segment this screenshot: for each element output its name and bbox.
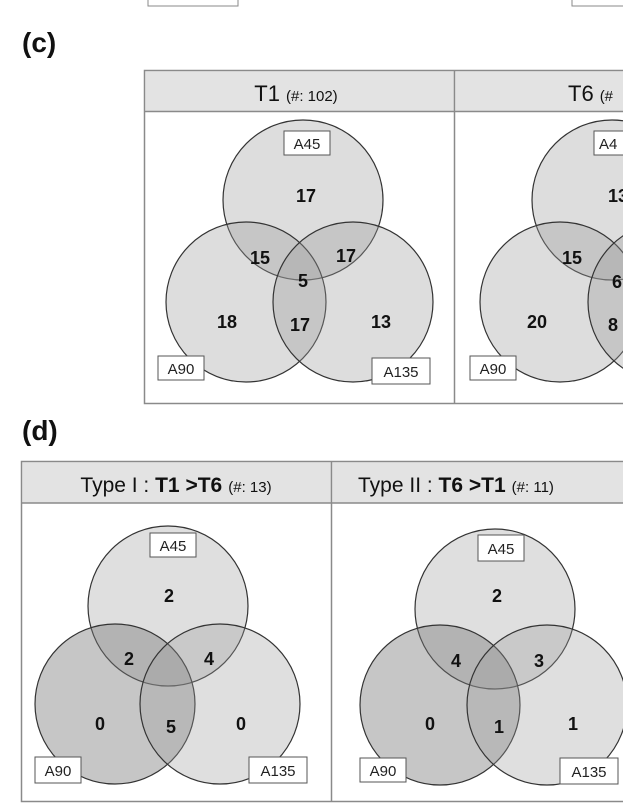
venn-circle-a90 [34,623,196,785]
region-all-three: 6 [612,272,622,292]
region-a135-only: 1 [568,714,578,734]
set-label-box-a90 [469,355,517,381]
venn-circle-a45 [531,119,623,281]
region-a45-a135: 17 [336,246,356,266]
cropped-label-box [147,0,239,7]
set-label-box-a90 [359,757,407,783]
venn-circle-a90 [479,221,623,383]
venn-circle-a135 [587,235,623,369]
set-label-a90: A90 [168,361,195,378]
section-label-c: (c) [22,27,56,58]
venn-circle-a90 [165,221,327,383]
venn-circle-a90 [359,624,521,786]
venn-circle-a135 [139,623,301,785]
venn-circle-a135 [466,624,623,786]
region-a45-a90: 2 [124,649,134,669]
set-label-box-a45 [593,130,623,156]
region-a90-a135: 17 [290,315,310,335]
region-a45-only: 2 [492,586,502,606]
section-d-frame [20,460,623,803]
region-a45-only: 2 [164,586,174,606]
panel-title-t1: T1 (#: 102) [254,81,337,106]
set-label-box-a45 [149,532,197,558]
set-label-box-a90 [157,355,205,381]
set-label-a90: A90 [45,763,72,780]
set-label-a45: A45 [160,538,187,555]
region-a90-only: 20 [527,312,547,332]
venn-panel-type-i: Type I : T1 >T6 (#: 13) A45 A90 A135 2 2 … [34,474,308,785]
panel-title-t6: T6 (# [568,81,614,106]
region-a45-a135: 3 [534,651,544,671]
section-label-d: (d) [22,415,58,446]
region-a90-a135: 8 [608,315,618,335]
set-label-box-a135 [248,756,308,784]
venn-circle-a45 [222,119,384,281]
set-label-box-a45 [283,130,331,156]
region-a45-a90: 4 [451,651,461,671]
set-label-a135: A135 [260,763,295,780]
region-a135-only: 13 [371,312,391,332]
section-c-frame [143,69,623,405]
region-a90-a135: 1 [494,717,504,737]
set-label-a135: A135 [571,764,606,781]
region-all-three: 5 [298,271,308,291]
region-a135-only: 0 [236,714,246,734]
venn-panel-type-ii: Type II : T6 >T1 (#: 11) A45 A90 A135 2 4… [358,474,623,786]
set-label-box-a90 [34,756,82,784]
region-a45-a135: 4 [204,649,214,669]
venn-circle-a135 [272,221,434,383]
set-label-box-a135 [371,357,431,385]
panel-title-type-ii: Type II : T6 >T1 (#: 11) [358,474,554,497]
set-label-box-a135 [559,757,619,785]
region-a90-only: 0 [95,714,105,734]
set-label-a90: A90 [480,361,507,378]
set-label-a45: A4 [599,136,617,153]
region-a90-only: 18 [217,312,237,332]
region-a45-a90: 15 [562,248,582,268]
set-label-box-a45 [477,534,525,562]
region-a45-a90: 15 [250,248,270,268]
cropped-label-box [571,0,623,7]
venn-panel-t6: T6(# A4 A90 13 15 6 20 8 [469,81,623,383]
set-label-a45: A45 [488,541,515,558]
region-a45-only: 13 [608,186,623,206]
region-a90-a135: 5 [166,717,176,737]
panel-title-type-i: Type I : T1 >T6 (#: 13) [80,474,271,497]
set-label-a45: A45 [294,136,321,153]
venn-circle-a45 [414,528,576,690]
region-a45-only: 17 [296,186,316,206]
region-a90-only: 0 [425,714,435,734]
set-label-a90: A90 [370,763,397,780]
set-label-a135: A135 [383,364,418,381]
venn-panel-t1: T1 (#: 102) A45 A90 A135 17 15 17 5 18 17… [157,81,434,385]
venn-circle-a45 [87,525,249,687]
